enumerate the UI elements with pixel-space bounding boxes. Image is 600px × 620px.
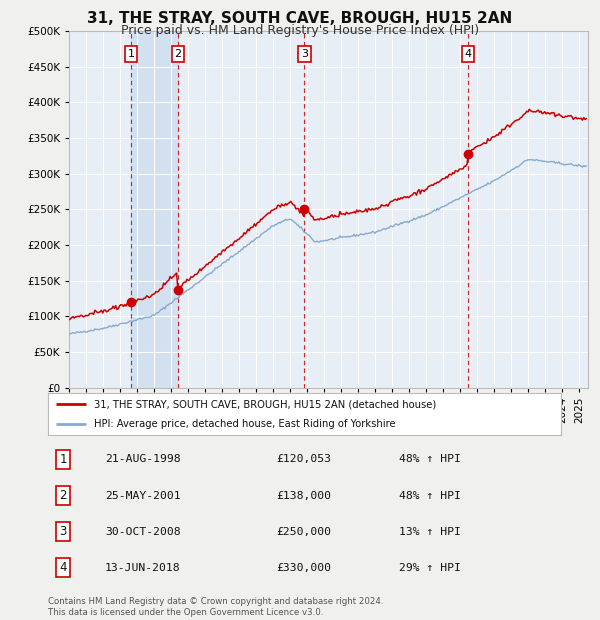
Text: £330,000: £330,000 xyxy=(276,563,331,573)
Text: 31, THE STRAY, SOUTH CAVE, BROUGH, HU15 2AN: 31, THE STRAY, SOUTH CAVE, BROUGH, HU15 … xyxy=(88,11,512,26)
Text: HPI: Average price, detached house, East Riding of Yorkshire: HPI: Average price, detached house, East… xyxy=(94,419,396,429)
Text: £120,053: £120,053 xyxy=(276,454,331,464)
Text: 3: 3 xyxy=(301,49,308,59)
Text: £138,000: £138,000 xyxy=(276,490,331,500)
Text: 13% ↑ HPI: 13% ↑ HPI xyxy=(399,527,461,537)
Text: 48% ↑ HPI: 48% ↑ HPI xyxy=(399,454,461,464)
Text: 25-MAY-2001: 25-MAY-2001 xyxy=(105,490,181,500)
Text: 4: 4 xyxy=(59,561,67,574)
Text: 2: 2 xyxy=(59,489,67,502)
Text: 29% ↑ HPI: 29% ↑ HPI xyxy=(399,563,461,573)
Text: 3: 3 xyxy=(59,525,67,538)
Text: 31, THE STRAY, SOUTH CAVE, BROUGH, HU15 2AN (detached house): 31, THE STRAY, SOUTH CAVE, BROUGH, HU15 … xyxy=(94,399,436,409)
Text: 2: 2 xyxy=(175,49,181,59)
Text: 21-AUG-1998: 21-AUG-1998 xyxy=(105,454,181,464)
Text: 30-OCT-2008: 30-OCT-2008 xyxy=(105,527,181,537)
Text: 13-JUN-2018: 13-JUN-2018 xyxy=(105,563,181,573)
Text: 1: 1 xyxy=(127,49,134,59)
Text: Contains HM Land Registry data © Crown copyright and database right 2024.
This d: Contains HM Land Registry data © Crown c… xyxy=(48,598,383,617)
Text: Price paid vs. HM Land Registry's House Price Index (HPI): Price paid vs. HM Land Registry's House … xyxy=(121,24,479,37)
Text: £250,000: £250,000 xyxy=(276,527,331,537)
Text: 48% ↑ HPI: 48% ↑ HPI xyxy=(399,490,461,500)
Bar xyxy=(131,31,178,388)
Text: 1: 1 xyxy=(59,453,67,466)
Text: 4: 4 xyxy=(464,49,472,59)
